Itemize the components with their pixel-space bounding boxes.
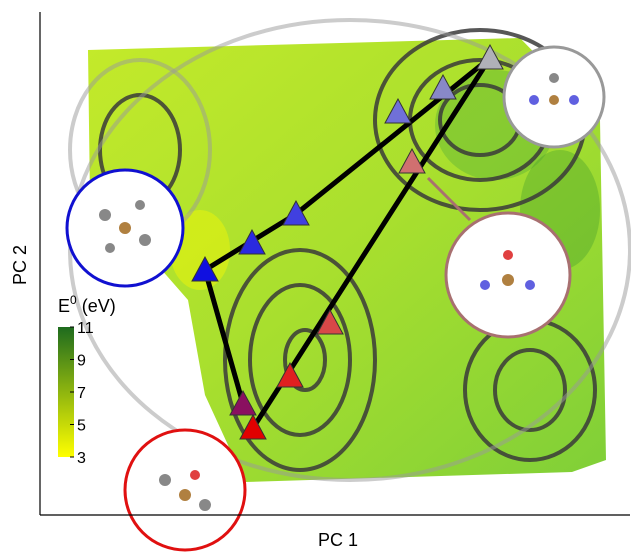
colorbar-tick-label: 5 [77,418,86,435]
colorbar-title-sup: 0 [70,293,77,307]
colorbar-title: E0 (eV) [58,293,116,316]
colorbar-title-unit: (eV) [82,296,116,316]
colorbar-tick-label: 3 [77,450,86,467]
x-axis-label: PC 1 [318,530,358,550]
figure: PC 1 PC 2 E0 (eV) 3 5 7 9 11 [0,0,631,554]
colorbar-tick-label: 7 [77,385,86,402]
y-axis-label: PC 2 [10,245,30,285]
colorbar-title-base: E [58,296,70,316]
colorbar-tick-label: 9 [77,353,86,370]
colorbar-tick-label: 11 [77,320,94,337]
